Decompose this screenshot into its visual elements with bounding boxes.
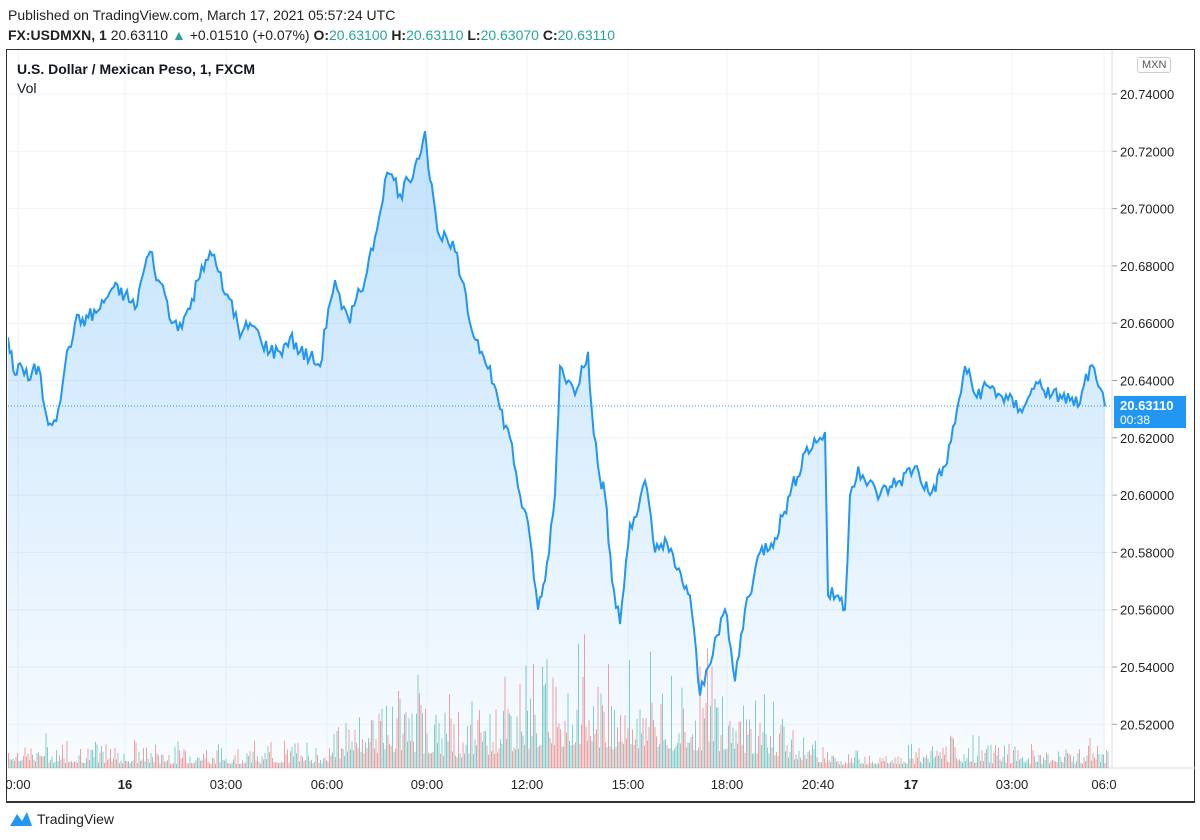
chart-frame xyxy=(6,49,1195,803)
symbol-info: FX:USDMXN, 1 20.63110 ▲ +0.01510 (+0.07%… xyxy=(8,27,615,43)
x-tick-label: 12:00 xyxy=(511,777,544,792)
brand-name: TradingView xyxy=(37,811,115,827)
chart-title: U.S. Dollar / Mexican Peso, 1, FXCM xyxy=(17,61,256,77)
published-note: Published on TradingView.com, March 17, … xyxy=(8,7,396,23)
low-value: 20.63070 xyxy=(480,27,539,43)
y-tick-label: 20.64000 xyxy=(1120,374,1174,389)
volume-bar xyxy=(1106,750,1107,768)
x-tick-label: 0:00 xyxy=(5,777,30,792)
currency-button[interactable]: MXN xyxy=(1137,57,1172,73)
volume-legend: Vol xyxy=(17,80,37,96)
x-tick-label: 15:00 xyxy=(612,777,645,792)
y-tick-label: 20.62000 xyxy=(1120,431,1174,446)
symbol: FX:USDMXN, 1 xyxy=(8,27,107,43)
y-tick-label: 20.70000 xyxy=(1120,202,1174,217)
low-label: L: xyxy=(467,27,481,43)
last-price-value: 20.63110 xyxy=(1120,398,1174,413)
x-tick-label: 20:40 xyxy=(802,777,835,792)
x-tick-label: 09:00 xyxy=(411,777,444,792)
y-tick-label: 20.74000 xyxy=(1120,87,1174,102)
open-value: 20.63100 xyxy=(329,27,388,43)
x-tick-label: 17 xyxy=(904,777,918,792)
high-label: H: xyxy=(391,27,407,43)
y-tick-label: 20.72000 xyxy=(1120,144,1174,159)
volume-bar xyxy=(1107,751,1109,768)
y-tick-label: 20.52000 xyxy=(1120,717,1174,732)
x-tick-label: 16 xyxy=(118,777,132,792)
tradingview-logo[interactable]: TradingView xyxy=(8,810,114,828)
x-tick-label: 06:00 xyxy=(311,777,344,792)
y-tick-label: 20.60000 xyxy=(1120,488,1174,503)
tradingview-logo-icon xyxy=(10,812,32,826)
price-area xyxy=(8,131,1105,768)
last-price-label xyxy=(1114,395,1186,428)
y-tick-label: 20.54000 xyxy=(1120,660,1174,675)
close-label: C: xyxy=(542,27,558,43)
y-tick-label: 20.58000 xyxy=(1120,545,1174,560)
price-line xyxy=(8,130,1106,696)
y-tick-label: 20.56000 xyxy=(1120,603,1174,618)
up-arrow-icon: ▲ xyxy=(171,27,186,43)
x-tick-label: 18:00 xyxy=(711,777,744,792)
high-value: 20.63110 xyxy=(406,27,464,43)
y-tick-label: 20.66000 xyxy=(1120,316,1174,331)
open-label: O: xyxy=(313,27,330,43)
x-tick-label: 03:00 xyxy=(210,777,243,792)
y-tick-label: 20.68000 xyxy=(1120,259,1174,274)
change: +0.01510 (+0.07%) xyxy=(189,27,310,43)
x-tick-label: 03:00 xyxy=(996,777,1029,792)
bar-countdown: 00:38 xyxy=(1120,413,1150,427)
x-tick-label: 06:0 xyxy=(1091,777,1116,792)
last-price: 20.63110 xyxy=(110,27,169,43)
close-value: 20.63110 xyxy=(557,27,615,43)
